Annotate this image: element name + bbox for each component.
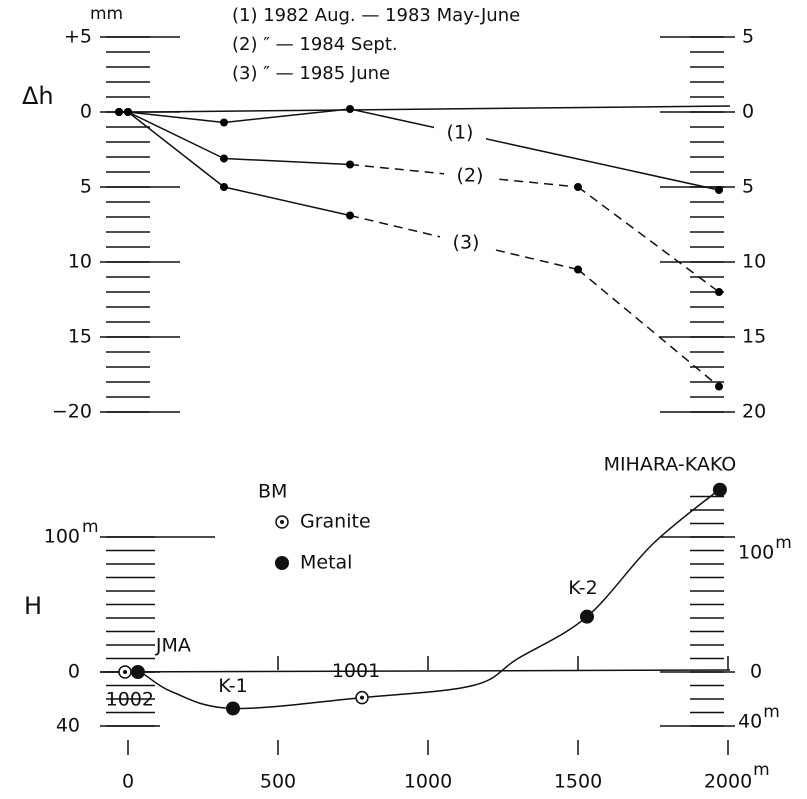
y2-tick-label: 5 (742, 26, 754, 48)
data-point (715, 288, 723, 296)
legend-entry: Metal (300, 552, 352, 574)
y-tick-label: −20 (52, 401, 92, 423)
series-label: (1) (447, 122, 474, 144)
y2-tick-label: 0 (750, 661, 762, 683)
y-tick-label: 0 (80, 101, 92, 123)
y-tick-label: 10 (68, 251, 92, 273)
legend-entry: (1) 1982 Aug. — 1983 May-June (232, 5, 520, 26)
y-tick-label: 100 (44, 526, 80, 548)
metal-marker (226, 701, 240, 716)
y-tick-label: 40 (56, 715, 80, 737)
data-point (115, 108, 123, 116)
y2-unit: m (763, 702, 780, 722)
series-segment (349, 108, 720, 191)
y-tick-label: 15 (68, 326, 92, 348)
y-label: H (24, 592, 42, 620)
series-segment (127, 111, 225, 160)
data-point (220, 118, 228, 127)
benchmark-label: K-2 (568, 577, 597, 599)
data-point (574, 183, 582, 191)
data-point (220, 183, 228, 191)
y2-tick-label: 10 (742, 251, 766, 273)
granite-dot (360, 695, 364, 700)
data-point (574, 265, 582, 274)
legend-title: BM (258, 481, 287, 503)
benchmark-label: K-1 (218, 675, 247, 697)
data-point (715, 382, 723, 391)
series-segment (349, 214, 579, 271)
y-tick-label: 0 (68, 661, 80, 683)
legend-entry: (3) ″ — 1985 June (232, 63, 390, 84)
benchmark-label: 1001 (332, 660, 380, 682)
y2-tick-label: 15 (742, 326, 766, 348)
y2-tick-label: 20 (742, 401, 766, 423)
x-tick-label: 0 (122, 771, 134, 793)
y2-tick-label: 0 (742, 101, 754, 123)
metal-marker (130, 665, 145, 679)
granite-dot (123, 670, 127, 674)
y2-tick-label: 40 (738, 711, 762, 733)
series-segment (127, 111, 225, 188)
label-bg (434, 121, 486, 145)
legend-entry: Granite (300, 511, 371, 533)
data-point (346, 211, 354, 220)
legend-entry: (2) ″ — 1984 Sept. (232, 34, 398, 55)
benchmark-label: 1002 (106, 689, 154, 711)
series-segment (577, 268, 720, 388)
data-point (124, 108, 132, 116)
series-segment (349, 163, 579, 188)
y-tick-label: +5 (64, 26, 92, 48)
series-label: (2) (457, 165, 484, 187)
data-point (220, 154, 228, 163)
x-tick-label: 500 (260, 771, 296, 793)
y2-tick-label: 5 (742, 176, 754, 198)
series-segment (223, 108, 351, 124)
x-tick-label: 1500 (554, 771, 602, 793)
metal-marker (580, 609, 594, 624)
y-unit: m (82, 517, 99, 537)
zero-line (99, 669, 731, 673)
zero-line (149, 105, 731, 113)
y2-tick-label: 100 (738, 542, 774, 564)
label-bg (440, 231, 492, 255)
data-point (715, 186, 723, 194)
series-label: (3) (453, 232, 480, 254)
benchmark-label: JMA (155, 635, 191, 657)
label-bg (444, 164, 496, 188)
y-tick-label: 5 (80, 176, 92, 198)
x-unit: m (753, 760, 770, 780)
benchmark-label: MIHARA-KAKO (604, 453, 737, 475)
y2-unit: m (775, 533, 792, 553)
data-point (346, 160, 354, 169)
metal-marker (712, 482, 727, 497)
y-label: Δh (22, 82, 54, 110)
profile-line (127, 489, 720, 710)
series-segment (127, 111, 225, 124)
series-segment (223, 157, 351, 166)
x-tick-label: 1000 (404, 771, 452, 793)
y-unit: mm (90, 4, 123, 24)
series-segment (223, 186, 351, 217)
x-tick-label: 2000 (704, 771, 752, 793)
metal-marker (275, 556, 289, 570)
granite-dot (280, 520, 284, 524)
data-point (346, 105, 354, 113)
